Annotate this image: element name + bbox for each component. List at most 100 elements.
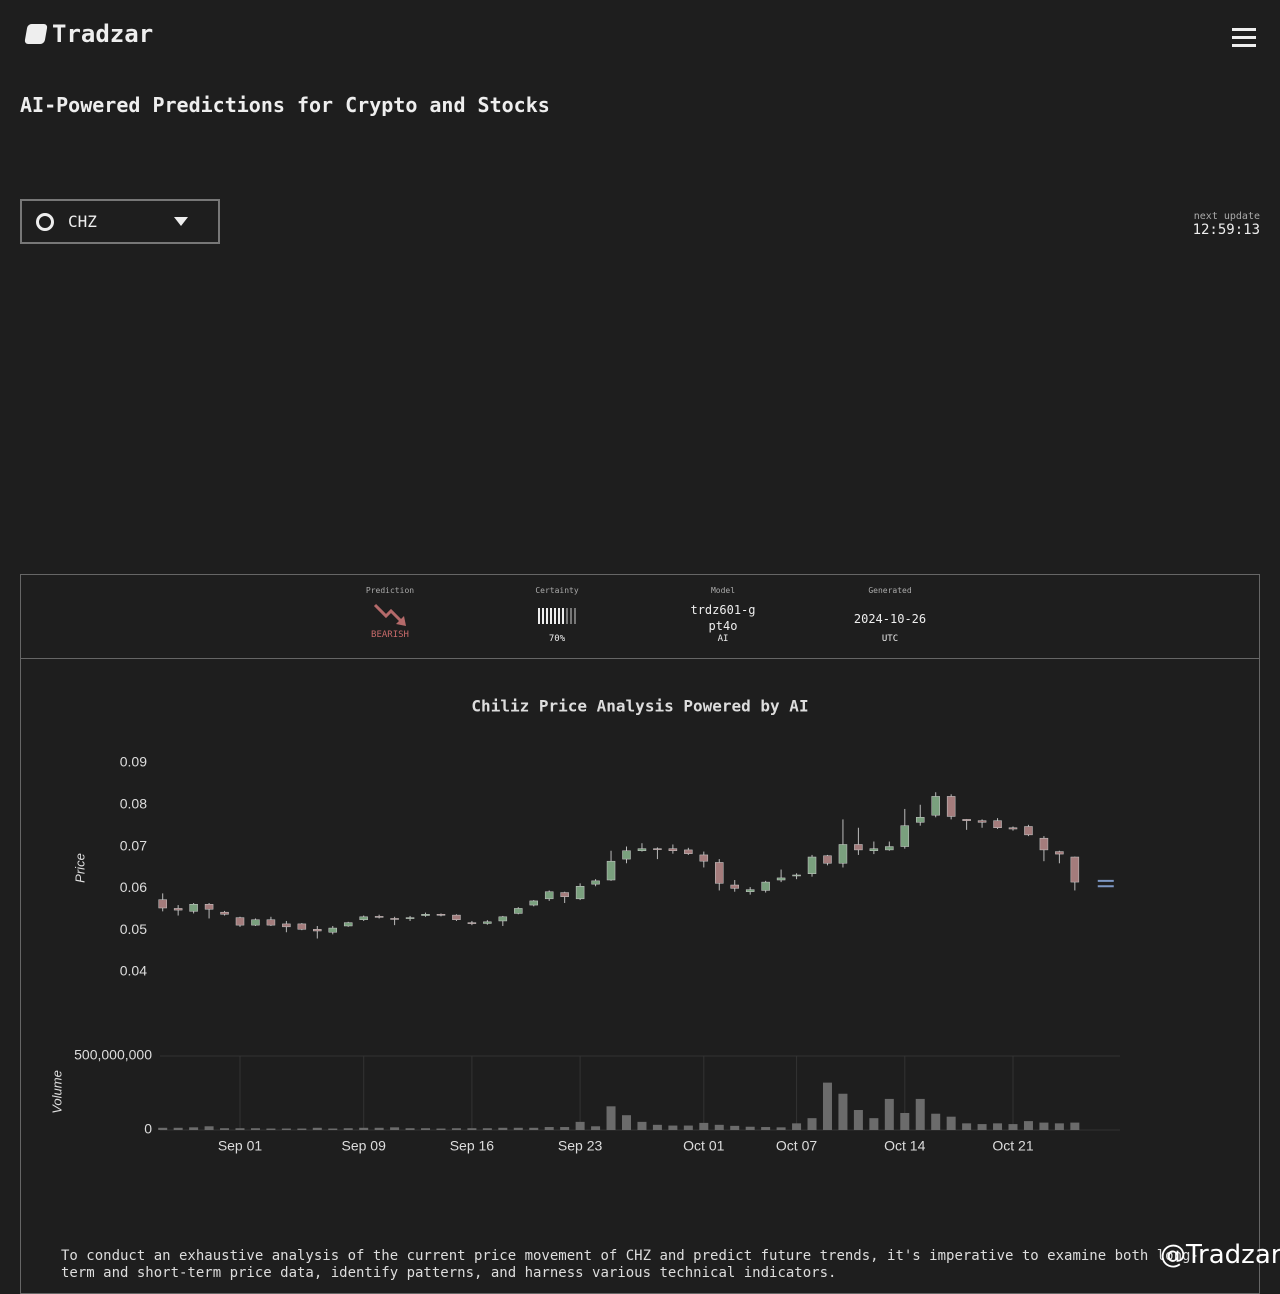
summary: Prediction BEARISH Certainty 70% Model t… [20,574,1260,659]
candle-body [421,914,430,916]
candle-body [359,916,368,920]
y-tick-label: 0.09 [120,754,147,770]
watermark: @Tradzar [1160,1240,1280,1270]
logo[interactable]: Tradzar [24,20,153,48]
volume-bar [853,1110,863,1130]
volume-bar [807,1118,817,1130]
candle-body [653,848,662,850]
volume-axis-label: Volume [49,1070,64,1114]
candle-body [266,919,276,926]
volume-bar [390,1127,400,1130]
candle-body [313,929,322,932]
volume-bar [436,1128,446,1130]
bearish-icon [373,603,406,626]
volume-tick-label: 0 [144,1121,152,1137]
x-tick-label: Oct 14 [884,1138,925,1154]
volume-bar [730,1125,740,1130]
candle-body [838,844,848,864]
x-tick-label: Oct 21 [992,1138,1033,1154]
volume-bar [668,1125,678,1130]
x-tick-label: Oct 01 [683,1138,724,1154]
volume-bar [220,1128,230,1130]
candle-body [235,917,245,926]
menu-button[interactable] [1232,28,1256,52]
x-tick-label: Sep 16 [450,1138,495,1154]
candle-body [1039,837,1049,851]
y-tick-label: 0.07 [120,837,147,853]
candle-body [915,817,925,823]
candle-body [730,884,739,889]
candle-body [699,854,709,862]
candle-body [204,903,214,910]
candle-body [977,820,987,823]
symbol: CHZ [68,212,97,231]
volume-bar [838,1093,848,1130]
candle-body [297,923,307,930]
candle-body [684,849,693,854]
volume-bar [714,1124,724,1130]
headline: AI-Powered Predictions for Crypto and St… [20,93,550,117]
candle-body [1008,827,1018,830]
candle-body [745,889,755,892]
volume-bar [1008,1124,1018,1130]
description: To conduct an exhaustive analysis of the… [61,1248,1199,1281]
candle-body [575,886,585,900]
label: Prediction [365,586,415,595]
volume-bar [513,1127,523,1130]
value: trdz601-gpt4o [690,603,756,633]
label: Model [710,586,736,595]
candle-body [467,922,477,924]
symbol-select[interactable]: CHZ [20,199,220,244]
volume-bar [281,1128,291,1130]
candle-body [220,911,229,915]
volume-bar [946,1116,956,1130]
volume-bar [761,1127,771,1130]
y-tick-label: 0.04 [120,963,147,979]
label: Certainty [535,586,579,595]
candle-body [328,927,338,933]
volume-bar [498,1127,508,1130]
candle-body [776,877,786,881]
sub: UTC [881,634,899,644]
candle-body [374,916,384,918]
candle-body [591,880,600,885]
y-axis-label: Price [72,853,87,883]
label: Generated [868,586,912,595]
certainty-bars [538,608,576,624]
chart: Chiliz Price Analysis Powered by AI Pric… [49,697,1120,1154]
generated: Generated 2024-10-26 UTC [830,586,950,644]
candle-body [807,856,817,874]
candle-body [560,892,569,897]
candle-body [637,848,647,851]
value: 2024-10-26 [853,612,927,626]
volume-bar [776,1127,786,1130]
volume-bar [575,1121,585,1130]
candle-body [792,874,801,877]
volume-bar [1023,1121,1033,1130]
next-update-label: next update [1193,211,1260,222]
candle-body [498,916,508,922]
candle-body [622,850,631,860]
volume-bar [250,1128,260,1130]
volume-bar [189,1127,199,1130]
value: BEARISH [371,630,409,640]
volume-bar [204,1126,214,1130]
candle-body [343,922,353,927]
volume-tick-label: 500,000,000 [74,1047,152,1063]
candle-body [715,862,724,884]
model: Model trdz601-gpt4o AI [663,586,783,644]
candle-body [854,844,863,851]
next-update-time: 12:59:13 [1192,222,1260,238]
candle-body [962,819,971,821]
volume-bar [962,1123,972,1130]
volume-bar [884,1098,894,1130]
volume-bar [158,1127,168,1130]
volume-bar [328,1128,338,1130]
candle-body [390,918,399,920]
candle-body [189,903,198,912]
candle-body [1024,826,1033,836]
volume-bar [266,1128,276,1130]
volume-bar [374,1127,384,1130]
sub: AI [717,634,729,644]
